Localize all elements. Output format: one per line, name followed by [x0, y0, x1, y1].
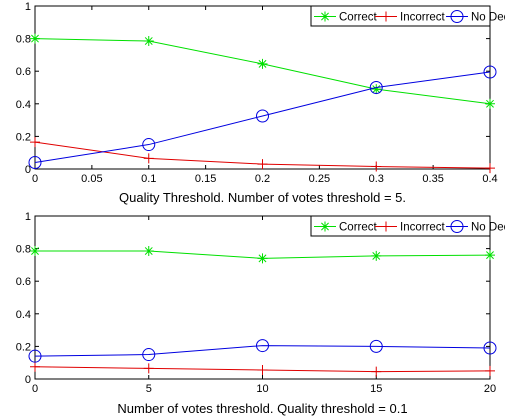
- star-marker: [257, 253, 268, 264]
- circle-marker: [369, 81, 383, 94]
- y-tick-label: 0.4: [16, 309, 31, 321]
- series-incorrect: [30, 137, 495, 174]
- circle-marker: [28, 155, 42, 169]
- legend-box: [310, 5, 491, 27]
- circle-marker: [256, 339, 269, 353]
- plus-marker: [143, 363, 154, 374]
- circle-marker: [450, 220, 464, 233]
- legend-label: Incorrect: [400, 222, 446, 234]
- legend-entry: Incorrect: [375, 11, 446, 24]
- x-tick-label: 10: [256, 383, 268, 395]
- x-tick-label: 0.25: [309, 173, 330, 185]
- plus-marker: [371, 366, 382, 377]
- star-marker: [320, 11, 330, 22]
- star-marker: [257, 58, 268, 69]
- y-tick-label: 0.4: [16, 99, 31, 111]
- star-marker: [371, 84, 382, 95]
- star-marker: [485, 98, 495, 109]
- legend-label: No Decision: [471, 222, 505, 234]
- plot-frame: [34, 215, 491, 380]
- x-tick-label: 0: [32, 383, 38, 395]
- plus-marker: [30, 137, 40, 148]
- x-tick-label: 5: [146, 383, 152, 395]
- y-tick-label: 0.6: [16, 66, 31, 78]
- legend-entry: No Decision: [446, 10, 505, 24]
- chart-panel-2: 0 5 10 15 20 0 0.2 0.4 0.6 0.8 1 Number of votes th…: [16, 211, 505, 416]
- legend: Correct Incorrect No Decision: [310, 5, 505, 27]
- x-tick-label: 0.4: [482, 173, 497, 185]
- plus-marker: [381, 11, 391, 22]
- star-marker: [30, 246, 40, 257]
- circle-marker: [142, 138, 156, 152]
- circle-marker: [483, 341, 497, 355]
- series-incorrect: [30, 361, 495, 377]
- plus-marker: [30, 361, 40, 372]
- series-line: [34, 38, 491, 105]
- star-marker: [143, 246, 154, 257]
- legend-entry: Incorrect: [375, 221, 446, 234]
- legend-label: Correct: [339, 222, 378, 234]
- legend-entry: No Decision: [446, 220, 505, 234]
- x-axis-label: Number of votes threshold. Quality thres…: [117, 401, 407, 416]
- legend-box: [310, 215, 491, 237]
- x-tick-label: 20: [484, 383, 496, 395]
- star-marker: [485, 250, 495, 261]
- series-no-decision: [28, 65, 497, 169]
- x-tick-label: 0.15: [195, 173, 216, 185]
- y-tick-label: 0.2: [16, 131, 31, 143]
- x-tick-label: 0.05: [81, 173, 102, 185]
- circle-marker: [28, 349, 42, 363]
- y-tick-label: 0.8: [16, 34, 31, 46]
- series-line: [34, 71, 491, 163]
- series-line: [34, 345, 491, 357]
- star-marker: [371, 250, 382, 261]
- circle-marker: [256, 109, 269, 123]
- plus-marker: [143, 153, 154, 164]
- x-tick-label: 0.3: [369, 173, 384, 185]
- series-correct: [30, 246, 495, 264]
- plus-marker: [257, 365, 268, 376]
- star-marker: [320, 221, 330, 232]
- circle-marker: [483, 65, 497, 79]
- x-tick-label: 0.35: [422, 173, 443, 185]
- circle-marker: [142, 348, 156, 362]
- y-tick-label: 0: [25, 164, 31, 176]
- legend-label: Incorrect: [400, 12, 446, 24]
- y-tick-label: 0.8: [16, 244, 31, 256]
- y-tick-label: 1: [25, 211, 31, 223]
- legend-label: Correct: [339, 12, 378, 24]
- circle-marker: [369, 339, 383, 353]
- series-no-decision: [28, 339, 497, 363]
- series-correct: [30, 33, 495, 109]
- chart-panel-1: 0 0.05 0.1 0.15 0.2 0.25 0.3 0.35 0.4 0 0.2 0.4 0.6 0…: [16, 1, 505, 205]
- plus-marker: [485, 365, 495, 376]
- legend-entry: Correct: [314, 11, 378, 24]
- legend-entry: Correct: [314, 221, 378, 234]
- plus-marker: [485, 163, 495, 174]
- legend-label: No Decision: [471, 12, 505, 24]
- x-tick-label: 0: [32, 173, 38, 185]
- y-tick-label: 0: [25, 374, 31, 386]
- y-tick-label: 0.6: [16, 276, 31, 288]
- plus-marker: [381, 221, 391, 232]
- plus-marker: [371, 161, 382, 172]
- plot-frame: [34, 5, 491, 170]
- star-marker: [30, 33, 40, 44]
- circle-marker: [450, 10, 464, 23]
- y-tick-label: 0.2: [16, 341, 31, 353]
- star-marker: [143, 36, 154, 47]
- y-tick-label: 1: [25, 1, 31, 13]
- legend: Correct Incorrect No Decision: [310, 215, 505, 237]
- plus-marker: [257, 159, 268, 170]
- x-tick-label: 0.1: [141, 173, 156, 185]
- x-tick-label: 0.2: [255, 173, 270, 185]
- x-axis-label: Quality Threshold. Number of votes thres…: [119, 190, 406, 205]
- x-tick-label: 15: [370, 383, 382, 395]
